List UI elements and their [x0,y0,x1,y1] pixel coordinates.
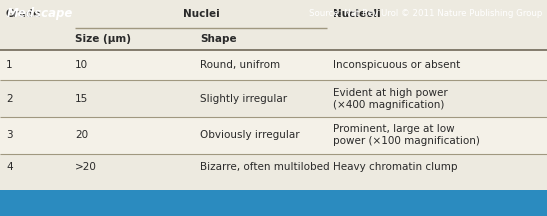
Text: Source: Nat Rev Urol © 2011 Nature Publishing Group: Source: Nat Rev Urol © 2011 Nature Publi… [309,8,542,17]
Text: Round, unifrom: Round, unifrom [200,60,280,70]
Bar [0,50,547,80]
Bar [0,190,547,216]
Text: Nucleoli: Nucleoli [333,9,381,19]
Text: 3: 3 [6,130,13,140]
Bar [0,154,547,180]
Text: Prominent, large at low
power (×100 magnification): Prominent, large at low power (×100 magn… [333,124,480,146]
Text: 10: 10 [75,60,88,70]
Text: Inconspicuous or absent: Inconspicuous or absent [333,60,460,70]
Text: 20: 20 [75,130,88,140]
Text: 15: 15 [75,94,88,103]
Text: Bizarre, often multilobed: Bizarre, often multilobed [200,162,330,172]
Text: Size (μm): Size (μm) [75,34,131,44]
Text: Slightly irregular: Slightly irregular [200,94,287,103]
Text: 4: 4 [6,162,13,172]
Bar [0,80,547,117]
Text: Shape: Shape [200,34,237,44]
Text: Medscape: Medscape [7,6,73,19]
Text: Obviously irregular: Obviously irregular [200,130,300,140]
Bar [0,28,547,50]
Bar [0,117,547,154]
Text: Heavy chromatin clump: Heavy chromatin clump [333,162,457,172]
Text: 1: 1 [6,60,13,70]
Text: >20: >20 [75,162,97,172]
Bar [0,0,547,28]
Text: Grade: Grade [6,9,42,19]
Text: 2: 2 [6,94,13,103]
Text: Nuclei: Nuclei [183,9,219,19]
Text: Evident at high power
(×400 magnification): Evident at high power (×400 magnificatio… [333,87,448,110]
